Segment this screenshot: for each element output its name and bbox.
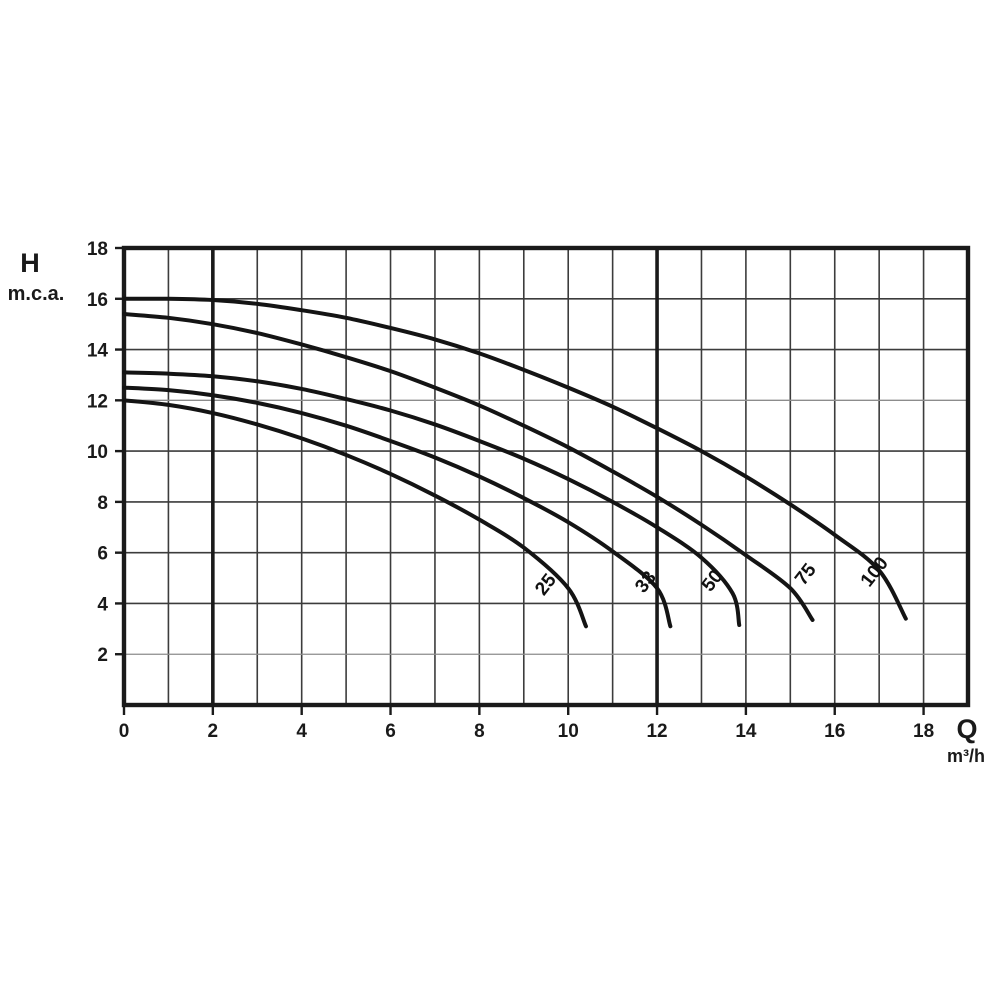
plot-frame (121, 245, 971, 708)
grid-horizontal (124, 297, 968, 655)
y-tick-label: 2 (97, 645, 108, 666)
x-tick-label: 2 (208, 721, 219, 742)
x-tick-label: 12 (646, 721, 667, 742)
pump-curve-75 (122, 312, 815, 622)
y-tick-label: 16 (87, 290, 108, 311)
x-tick-label: 8 (474, 721, 485, 742)
y-tick-label: 8 (97, 493, 108, 514)
plot-border (121, 245, 971, 708)
x-axis-tick-labels: 0 2 4 6 8 10 12 14 16 18 (119, 721, 934, 742)
x-tick-label: 14 (735, 721, 757, 742)
pump-curves (122, 296, 908, 629)
pump-curve-33 (122, 385, 673, 629)
y-tick-label: 14 (87, 341, 109, 362)
x-tick-label: 10 (558, 721, 579, 742)
x-tick-label: 16 (824, 721, 845, 742)
y-tick-label: 6 (97, 544, 108, 565)
y-tick-label: 4 (97, 594, 108, 615)
pump-curve-25 (122, 398, 588, 629)
pump-curve-100 (122, 296, 908, 621)
y-tick-label: 18 (87, 239, 108, 260)
y-axis-symbol-label: H (20, 248, 40, 278)
tick-marks (115, 246, 925, 715)
x-axis-unit-label: m³/h (947, 746, 985, 766)
x-axis-symbol-label: Q (956, 714, 977, 744)
x-tick-label: 0 (119, 721, 130, 742)
x-tick-label: 4 (296, 721, 307, 742)
y-tick-label: 10 (87, 442, 108, 463)
pump-curve-50 (122, 370, 742, 628)
y-axis-tick-labels: 2 4 6 8 10 12 14 16 18 (87, 239, 109, 666)
y-tick-label: 12 (87, 391, 108, 412)
y-axis-unit-label: m.c.a. (8, 283, 65, 305)
x-tick-label: 18 (913, 721, 934, 742)
x-tick-label: 6 (385, 721, 396, 742)
